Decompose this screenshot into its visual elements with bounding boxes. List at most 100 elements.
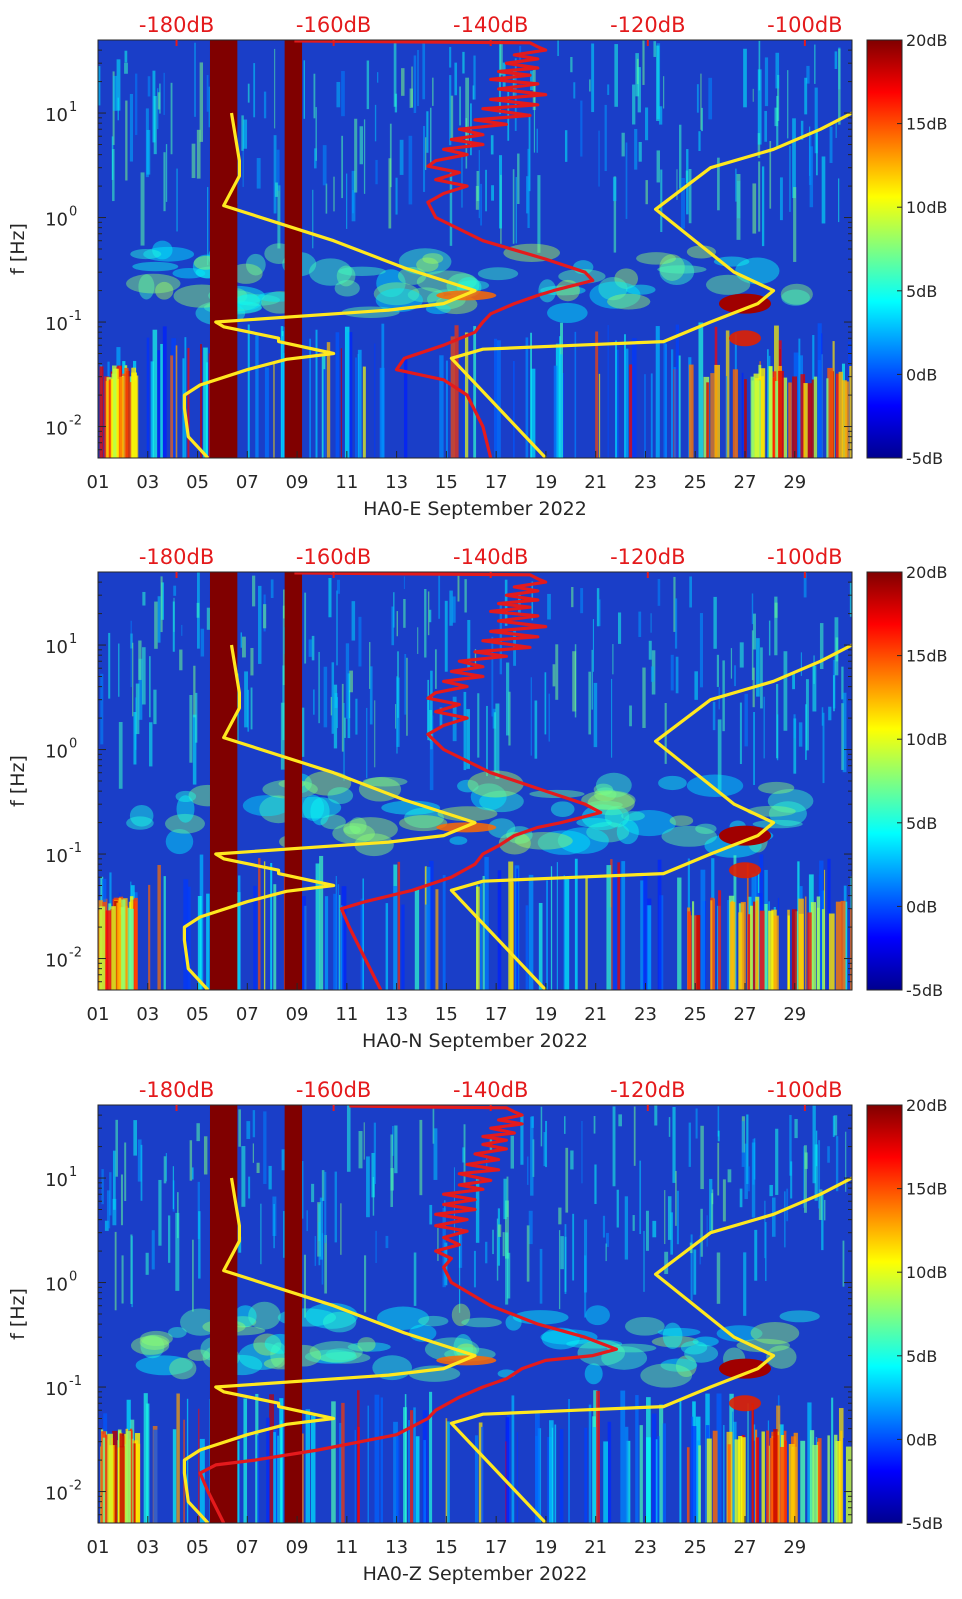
spectrogram-streak <box>800 374 806 458</box>
spectrogram-streak <box>612 1106 616 1187</box>
spectrogram-streak <box>110 378 114 458</box>
spectrogram-streak <box>276 149 280 191</box>
spectrogram-streak <box>611 678 613 758</box>
spectrogram-streak <box>615 340 617 458</box>
spectrogram-streak <box>502 62 506 90</box>
spectrogram-energy <box>675 1355 697 1378</box>
spectrogram-streak <box>838 371 843 458</box>
spectrogram-energy <box>308 258 353 286</box>
spectrogram-streak <box>331 1401 336 1523</box>
spectrogram-streak <box>756 900 759 990</box>
spectrogram-streak <box>495 703 500 779</box>
spectrogram-streak <box>613 176 617 253</box>
spectrogram-energy <box>503 243 560 262</box>
spectrogram-streak <box>787 915 790 990</box>
spectrogram-streak <box>580 588 584 614</box>
spectrogram-streak <box>753 373 760 458</box>
x-tick-label: 03 <box>136 1537 159 1558</box>
colorbar-label: 10dB <box>906 1263 948 1282</box>
spectrogram-streak <box>675 324 679 458</box>
spectrogram-streak <box>655 1439 658 1523</box>
spectrogram-energy <box>581 804 624 831</box>
spectrogram-streak <box>109 1172 112 1216</box>
spectrogram-streak <box>606 865 612 990</box>
y-tick-exponent: -1 <box>69 1374 82 1389</box>
spectrogram-energy <box>622 809 676 837</box>
spectrogram-streak <box>133 711 137 765</box>
spectrogram-streak <box>146 337 150 458</box>
spectrogram-streak <box>653 41 657 57</box>
spectrogram-streak <box>300 707 305 757</box>
spectrogram-streak <box>841 380 847 458</box>
spectrogram-streak <box>105 380 111 458</box>
spectrogram-streak <box>747 914 751 990</box>
spectrogram-streak <box>826 378 829 458</box>
spectrogram-streak <box>339 894 341 990</box>
top-axis-label: -160dB <box>296 13 371 37</box>
spectrogram-energy <box>347 1342 391 1352</box>
spectrogram-streak <box>756 1437 760 1523</box>
spectrogram-streak <box>686 1447 690 1523</box>
spectrogram-streak <box>187 347 190 458</box>
y-tick-label: 10 <box>45 1170 68 1191</box>
spectrogram-streak <box>664 1190 666 1245</box>
spectrogram-streak <box>326 342 331 458</box>
spectrogram-streak <box>693 1249 697 1295</box>
data-gap-band <box>284 40 303 458</box>
spectrogram-streak <box>341 886 347 990</box>
spectrogram-energy <box>325 1348 356 1361</box>
spectrogram-streak <box>739 1188 743 1208</box>
spectrogram-streak <box>148 884 151 990</box>
spectrogram-streak <box>744 379 747 458</box>
spectrogram-streak <box>273 135 277 214</box>
colorbar-label: 15dB <box>906 647 948 666</box>
spectrogram-energy <box>467 770 524 798</box>
spectrogram-streak <box>344 717 346 738</box>
top-axis-label: -120dB <box>610 545 685 569</box>
spectrogram-streak <box>308 639 313 657</box>
colorbar-label: -5dB <box>906 981 943 1000</box>
spectrogram-streak <box>355 698 358 735</box>
spectrogram-streak <box>98 66 101 106</box>
spectrogram-streak <box>504 1200 509 1259</box>
spectrogram-streak <box>157 596 161 643</box>
spectrogram-streak <box>833 675 835 712</box>
spectrogram-streak <box>507 1252 511 1299</box>
spectrogram-streak <box>484 856 489 990</box>
spectrogram-streak <box>512 70 515 99</box>
spectrogram-streak <box>273 363 275 458</box>
spectrogram-streak <box>842 1240 845 1287</box>
spectrogram-streak <box>449 590 453 626</box>
spectrogram-streak <box>165 144 168 202</box>
spectrogram-streak <box>594 1164 597 1204</box>
spectrogram-streak <box>414 888 420 990</box>
spectrogram-streak <box>442 875 446 990</box>
spectrogram-energy <box>540 285 586 296</box>
spectrogram-energy <box>140 1330 173 1347</box>
spectrogram-streak <box>112 1198 117 1226</box>
spectrogram-streak <box>816 896 821 990</box>
x-tick-label: 11 <box>335 472 358 493</box>
spectrogram-streak <box>538 902 543 990</box>
spectrogram-streak <box>473 55 476 100</box>
spectrogram-streak <box>172 1166 174 1210</box>
spectrogram-streak <box>764 903 768 990</box>
spectrogram-streak <box>747 1403 749 1523</box>
spectrogram-streak <box>596 588 600 627</box>
spectrogram-streak <box>262 604 267 629</box>
spectrogram-streak <box>124 1142 127 1202</box>
spectrogram-streak <box>385 903 389 990</box>
spectrogram-streak <box>349 670 353 693</box>
spectrogram-streak <box>632 1215 635 1231</box>
spectrogram-streak <box>784 1191 786 1248</box>
spectrogram-energy <box>349 817 367 835</box>
spectrogram-streak <box>679 124 682 189</box>
spectrogram-streak <box>374 104 377 142</box>
spectrogram-streak <box>248 1176 251 1199</box>
spectrogram-streak <box>516 868 519 990</box>
spectrogram-streak <box>118 643 120 697</box>
spectrogram-streak <box>333 176 335 212</box>
spectrogram-streak <box>564 1224 567 1294</box>
spectrogram-streak <box>124 50 128 63</box>
spectrogram-streak <box>476 886 480 990</box>
